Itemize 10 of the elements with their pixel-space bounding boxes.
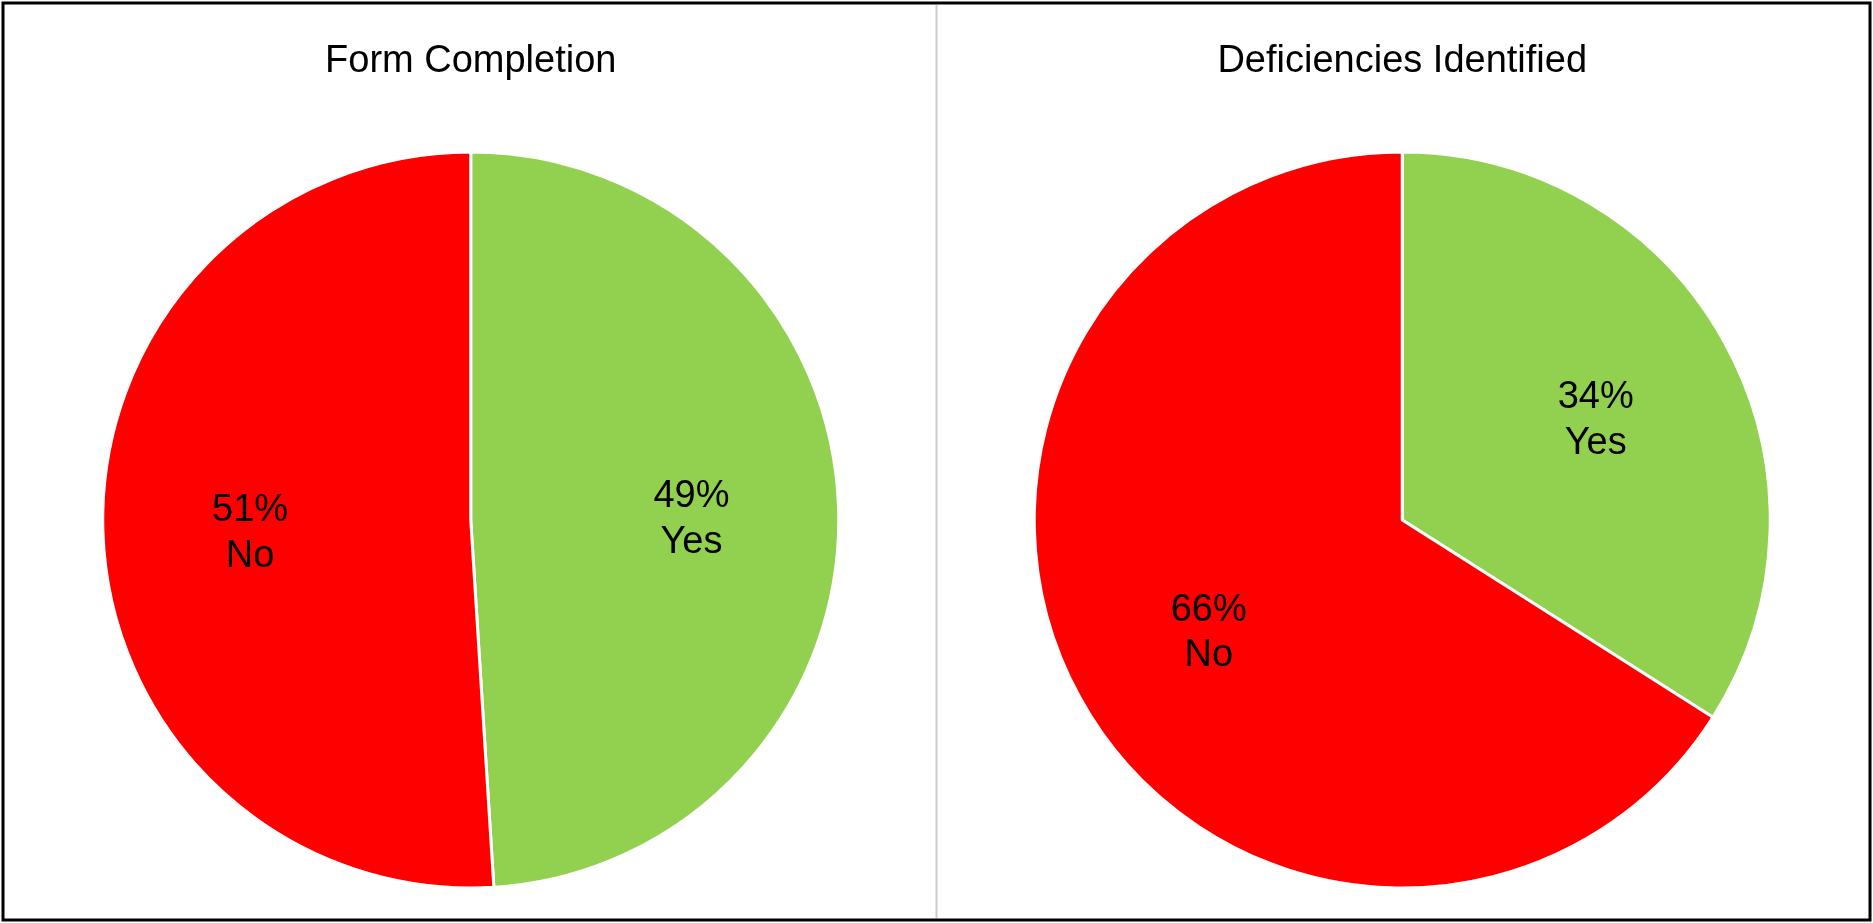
slice-label: Yes	[1564, 419, 1627, 462]
data-label: 34%	[1557, 373, 1634, 416]
chart-title: Deficiencies Identified	[1217, 38, 1588, 80]
data-label: 51%	[212, 487, 289, 530]
slice-label: No	[1184, 632, 1234, 675]
slice-label: No	[225, 532, 275, 575]
data-label: 66%	[1170, 586, 1247, 629]
slice-label: Yes	[660, 518, 723, 561]
data-label: 49%	[653, 473, 730, 516]
chart-title: Form Completion	[325, 38, 617, 80]
